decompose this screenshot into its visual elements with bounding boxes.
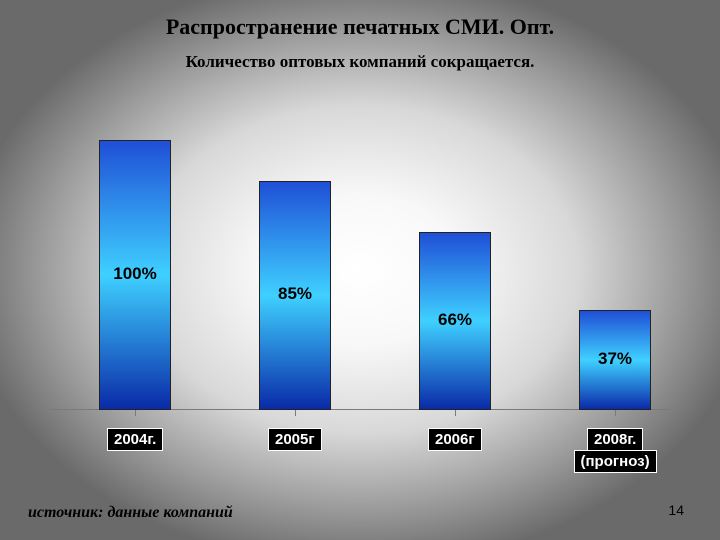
axis-tick bbox=[455, 410, 456, 416]
x-axis-label: 2005г bbox=[268, 428, 322, 451]
axis-tick bbox=[615, 410, 616, 416]
slide-subtitle: Количество оптовых компаний сокращается. bbox=[0, 52, 720, 72]
axis-tick bbox=[295, 410, 296, 416]
slide: Распространение печатных СМИ. Опт. Колич… bbox=[0, 0, 720, 540]
x-axis-label: 2008г. bbox=[587, 428, 643, 451]
source-note: источник: данные компаний bbox=[28, 504, 233, 522]
bar-value-label: 85% bbox=[259, 284, 331, 304]
bar-value-label: 66% bbox=[419, 310, 491, 330]
axis-tick bbox=[135, 410, 136, 416]
bar-chart: 100% 85% 66% 37% bbox=[60, 100, 660, 410]
chart-plot-area: 100% 85% 66% 37% bbox=[60, 100, 660, 410]
slide-title: Распространение печатных СМИ. Опт. bbox=[0, 14, 720, 40]
bar-value-label: 100% bbox=[99, 264, 171, 284]
x-axis-label-line2: (прогноз) bbox=[574, 450, 657, 473]
x-axis-label: 2006г bbox=[428, 428, 482, 451]
x-axis-label: 2004г. bbox=[107, 428, 163, 451]
page-number: 14 bbox=[668, 502, 684, 518]
bar-value-label: 37% bbox=[579, 349, 651, 369]
